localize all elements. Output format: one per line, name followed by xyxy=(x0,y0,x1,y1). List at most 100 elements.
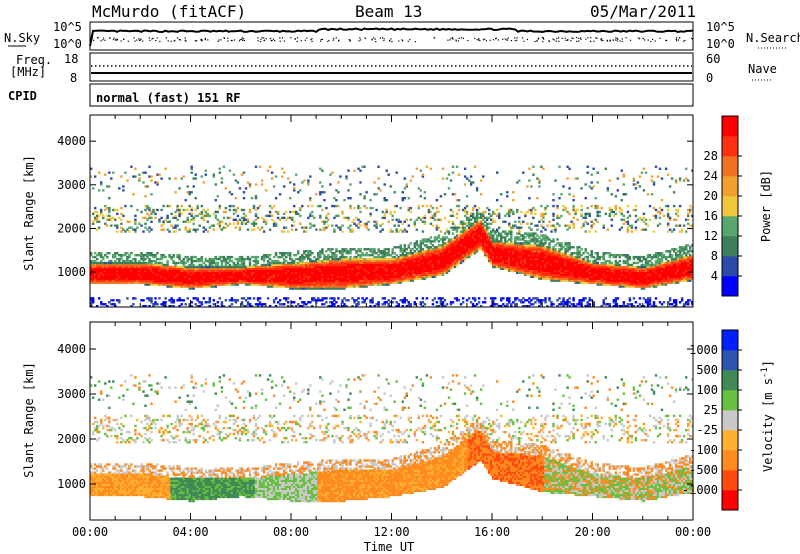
power-cell xyxy=(522,265,525,269)
power-cell xyxy=(349,263,352,267)
power-cell xyxy=(295,279,298,282)
power-cell xyxy=(188,212,191,216)
power-cell xyxy=(321,263,324,267)
power-cell xyxy=(214,281,218,284)
power-cell xyxy=(504,244,507,247)
power-cell xyxy=(172,301,175,304)
power-cell xyxy=(339,269,342,273)
power-cell xyxy=(315,263,318,267)
power-cell xyxy=(514,240,517,243)
power-cell xyxy=(242,220,246,223)
power-cell xyxy=(453,261,457,265)
power-cell xyxy=(381,259,384,263)
power-cell xyxy=(349,269,352,273)
power-cell xyxy=(467,248,471,251)
power-cell xyxy=(467,230,471,233)
power-cell xyxy=(397,273,400,276)
power-cell xyxy=(234,269,238,273)
power-cell xyxy=(92,261,95,265)
power-cell xyxy=(228,279,232,282)
power-cell xyxy=(321,248,324,251)
power-cell xyxy=(132,267,135,271)
noise-panel-frame xyxy=(89,21,694,51)
power-cell xyxy=(441,248,445,251)
power-cell xyxy=(192,267,195,271)
power-cell xyxy=(114,277,117,280)
power-cell xyxy=(112,275,115,278)
power-cell xyxy=(118,261,121,265)
power-cell xyxy=(345,250,348,253)
power-cell xyxy=(383,183,386,186)
power-cell xyxy=(204,277,208,280)
power-cell xyxy=(439,259,443,263)
power-cell xyxy=(281,279,284,282)
power-cell xyxy=(262,281,266,284)
power-cell xyxy=(359,281,362,284)
power-cell xyxy=(98,273,101,276)
power-cell xyxy=(419,269,423,273)
power-cell xyxy=(212,173,216,176)
power-cell xyxy=(465,228,469,231)
power-cell xyxy=(100,273,103,276)
power-cell xyxy=(190,259,193,263)
power-cell xyxy=(449,303,453,306)
power-cell xyxy=(490,259,493,263)
power-cell xyxy=(305,271,308,275)
power-cell xyxy=(488,246,491,249)
power-cell xyxy=(407,277,411,280)
power-cell xyxy=(482,222,485,225)
power-cell xyxy=(112,261,115,265)
power-cell xyxy=(114,265,117,269)
power-cell xyxy=(461,220,465,223)
power-cell xyxy=(216,277,220,280)
power-cell xyxy=(365,277,368,280)
power-cell xyxy=(192,222,195,225)
power-cell xyxy=(276,216,280,220)
power-cell xyxy=(272,275,276,278)
power-cell xyxy=(520,257,523,261)
power-cell xyxy=(268,204,272,208)
power-cell xyxy=(293,277,296,280)
power-cell xyxy=(194,265,197,269)
power-cell xyxy=(465,222,469,225)
power-cell xyxy=(429,261,433,265)
power-cell xyxy=(260,281,264,284)
power-cell xyxy=(365,252,368,255)
power-cell xyxy=(389,261,392,265)
noise-search-point xyxy=(167,40,169,42)
power-cell xyxy=(184,273,187,276)
power-cell xyxy=(96,279,99,282)
power-cell xyxy=(232,277,236,280)
power-cell xyxy=(415,242,419,245)
power-cell xyxy=(166,220,169,223)
power-cell xyxy=(311,269,314,273)
power-cell xyxy=(313,273,316,276)
power-cell xyxy=(335,269,338,273)
power-cell xyxy=(208,214,212,218)
power-cell xyxy=(447,240,451,243)
power-cell xyxy=(494,303,497,306)
power-cell xyxy=(363,259,366,263)
power-cell xyxy=(441,236,445,239)
power-cell xyxy=(244,218,248,221)
power-cell xyxy=(355,271,358,275)
power-cell xyxy=(323,259,326,263)
power-cell xyxy=(433,263,437,267)
power-cell xyxy=(405,277,409,280)
noise-search-point xyxy=(476,39,478,41)
power-cell xyxy=(172,271,175,275)
power-cell xyxy=(248,275,252,278)
power-cell xyxy=(200,210,204,214)
power-cell xyxy=(510,254,513,257)
power-cell xyxy=(349,281,352,284)
power-cell xyxy=(162,254,165,257)
power-cell xyxy=(431,254,435,257)
power-cell xyxy=(387,263,390,267)
power-cell xyxy=(467,255,471,259)
power-cell xyxy=(126,263,129,267)
noise-search-point xyxy=(283,40,285,42)
power-cell xyxy=(307,271,310,275)
power-cell xyxy=(494,246,497,249)
power-cell xyxy=(345,283,348,286)
power-cell xyxy=(343,283,346,286)
